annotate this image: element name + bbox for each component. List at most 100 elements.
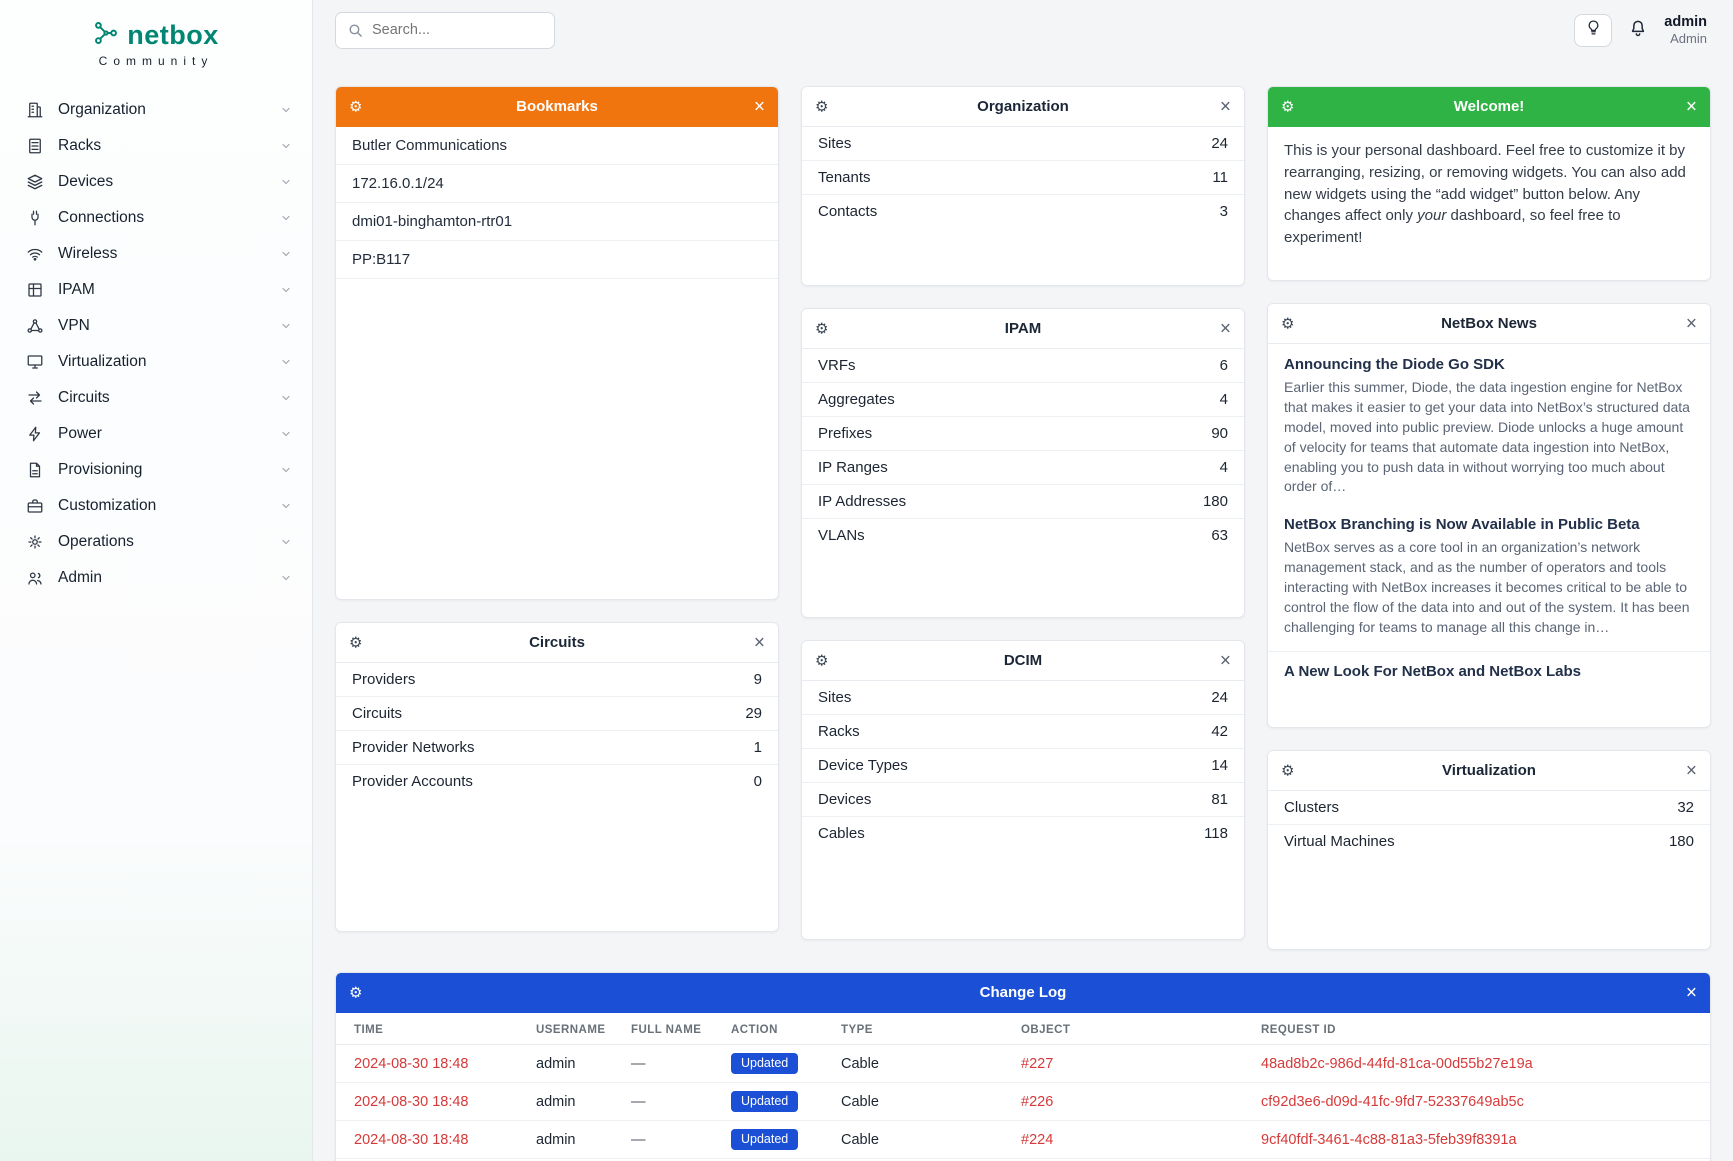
gear-icon[interactable]: ⚙: [349, 97, 363, 115]
request-id-link[interactable]: 9cf40fdf-3461-4c88-81a3-5feb39f8391a: [1261, 1131, 1517, 1148]
sidebar-item-circuits[interactable]: Circuits: [0, 380, 312, 416]
stat-row[interactable]: VRFs 6: [802, 349, 1244, 383]
stat-row[interactable]: Provider Accounts 0: [336, 765, 778, 798]
stat-row[interactable]: Devices 81: [802, 783, 1244, 817]
stat-value: 0: [753, 773, 762, 790]
stat-label: Sites: [818, 135, 852, 152]
welcome-text-part: dashboard, so feel free to experiment!: [1284, 207, 1621, 246]
stat-value: 42: [1211, 723, 1228, 740]
close-icon[interactable]: ×: [753, 96, 765, 117]
time-link[interactable]: 2024-08-30 18:48: [354, 1055, 469, 1072]
sidebar-item-label: Wireless: [58, 245, 118, 262]
action-badge: Updated: [731, 1053, 799, 1074]
time-link[interactable]: 2024-08-30 18:48: [354, 1093, 469, 1110]
action-badge: Updated: [731, 1091, 799, 1112]
username-cell: admin: [536, 1093, 576, 1110]
close-icon[interactable]: ×: [1685, 313, 1697, 334]
sidebar-item-vpn[interactable]: VPN: [0, 308, 312, 344]
time-link[interactable]: 2024-08-30 18:48: [354, 1131, 469, 1148]
sidebar-item-organization[interactable]: Organization: [0, 92, 312, 128]
welcome-widget-header: ⚙ Welcome! ×: [1268, 87, 1710, 127]
sidebar-item-admin[interactable]: Admin: [0, 560, 312, 596]
sidebar-item-wireless[interactable]: Wireless: [0, 236, 312, 272]
request-id-link[interactable]: 48ad8b2c-986d-44fd-81ca-00d55b27e19a: [1261, 1055, 1533, 1072]
gear-icon[interactable]: ⚙: [349, 633, 363, 651]
changelog-widget: ⚙ Change Log × Time Username Full Name A…: [335, 972, 1711, 1161]
sidebar-item-provisioning[interactable]: Provisioning: [0, 452, 312, 488]
stat-row[interactable]: Virtual Machines 180: [1268, 825, 1710, 858]
close-icon[interactable]: ×: [1219, 318, 1231, 339]
sidebar-item-connections[interactable]: Connections: [0, 200, 312, 236]
stat-label: Provider Accounts: [352, 773, 473, 790]
object-link[interactable]: #227: [1021, 1055, 1054, 1072]
bookmark-item[interactable]: PP:B117: [336, 241, 778, 279]
stat-row[interactable]: VLANs 63: [802, 519, 1244, 552]
sidebar-item-label: Organization: [58, 101, 146, 118]
close-icon[interactable]: ×: [1685, 982, 1697, 1003]
sidebar-item-operations[interactable]: Operations: [0, 524, 312, 560]
stat-label: IP Ranges: [818, 459, 888, 476]
stat-row[interactable]: Contacts 3: [802, 195, 1244, 228]
search-input[interactable]: [372, 22, 543, 38]
news-headline-link[interactable]: NetBox Branching is Now Available in Pub…: [1284, 516, 1640, 534]
stat-row[interactable]: Tenants 11: [802, 161, 1244, 195]
stat-row[interactable]: Racks 42: [802, 715, 1244, 749]
sidebar-item-devices[interactable]: Devices: [0, 164, 312, 200]
bookmark-item[interactable]: 172.16.0.1/24: [336, 165, 778, 203]
sidebar-item-power[interactable]: Power: [0, 416, 312, 452]
stat-row[interactable]: IP Ranges 4: [802, 451, 1244, 485]
request-id-link[interactable]: cf92d3e6-d09d-41fc-9fd7-52337649ab5c: [1261, 1093, 1524, 1110]
stat-row[interactable]: Sites 24: [802, 681, 1244, 715]
gear-icon[interactable]: ⚙: [815, 319, 829, 337]
bookmark-item[interactable]: Butler Communications: [336, 127, 778, 165]
stat-row[interactable]: Clusters 32: [1268, 791, 1710, 825]
stat-row[interactable]: Provider Networks 1: [336, 731, 778, 765]
changelog-row: 2024-08-30 18:48 admin — Updated Cable #…: [336, 1082, 1710, 1121]
stat-label: Sites: [818, 689, 852, 706]
sidebar-item-ipam[interactable]: IPAM: [0, 272, 312, 308]
notifications-button[interactable]: [1628, 18, 1648, 43]
stat-row[interactable]: Aggregates 4: [802, 383, 1244, 417]
theme-toggle-button[interactable]: [1574, 13, 1613, 47]
sidebar-item-virtualization[interactable]: Virtualization: [0, 344, 312, 380]
gear-icon[interactable]: ⚙: [349, 983, 363, 1001]
object-link[interactable]: #224: [1021, 1131, 1054, 1148]
stat-row[interactable]: Sites 24: [802, 127, 1244, 161]
brand-name: netbox: [127, 20, 219, 50]
close-icon[interactable]: ×: [1685, 96, 1697, 117]
news-headline-link[interactable]: A New Look For NetBox and NetBox Labs: [1284, 662, 1581, 680]
close-icon[interactable]: ×: [1219, 96, 1231, 117]
virtualization-widget-header: ⚙ Virtualization ×: [1268, 751, 1710, 791]
news-item: A New Look For NetBox and NetBox Labs: [1268, 650, 1710, 698]
stat-row[interactable]: Cables 118: [802, 817, 1244, 850]
sidebar-item-customization[interactable]: Customization: [0, 488, 312, 524]
brand-logo[interactable]: netbox Community: [0, 14, 312, 86]
sidebar-item-racks[interactable]: Racks: [0, 128, 312, 164]
gear-icon[interactable]: ⚙: [815, 97, 829, 115]
stat-row[interactable]: Circuits 29: [336, 697, 778, 731]
widget-title: IPAM: [1004, 320, 1042, 337]
gear-icon[interactable]: ⚙: [1281, 314, 1295, 332]
stat-row[interactable]: IP Addresses 180: [802, 485, 1244, 519]
sidebar-item-label: Circuits: [58, 389, 110, 406]
stat-value: 29: [745, 705, 762, 722]
user-menu[interactable]: admin Admin: [1664, 13, 1707, 47]
stat-value: 24: [1211, 135, 1228, 152]
object-link[interactable]: #226: [1021, 1093, 1054, 1110]
stat-row[interactable]: Device Types 14: [802, 749, 1244, 783]
gear-icon[interactable]: ⚙: [1281, 761, 1295, 779]
stat-label: Contacts: [818, 203, 878, 220]
gear-icon[interactable]: ⚙: [815, 651, 829, 669]
close-icon[interactable]: ×: [1685, 760, 1697, 781]
news-headline-link[interactable]: Announcing the Diode Go SDK: [1284, 356, 1505, 373]
close-icon[interactable]: ×: [753, 632, 765, 653]
bookmark-item[interactable]: dmi01-binghamton-rtr01: [336, 203, 778, 241]
sidebar-item-label: IPAM: [58, 281, 95, 298]
bell-icon: [1628, 18, 1648, 43]
gear-icon[interactable]: ⚙: [1281, 97, 1295, 115]
briefcase-icon: [26, 497, 44, 515]
stat-row[interactable]: Providers 9: [336, 663, 778, 697]
news-body: NetBox serves as a core tool in an organ…: [1284, 539, 1690, 635]
stat-row[interactable]: Prefixes 90: [802, 417, 1244, 451]
close-icon[interactable]: ×: [1219, 650, 1231, 671]
